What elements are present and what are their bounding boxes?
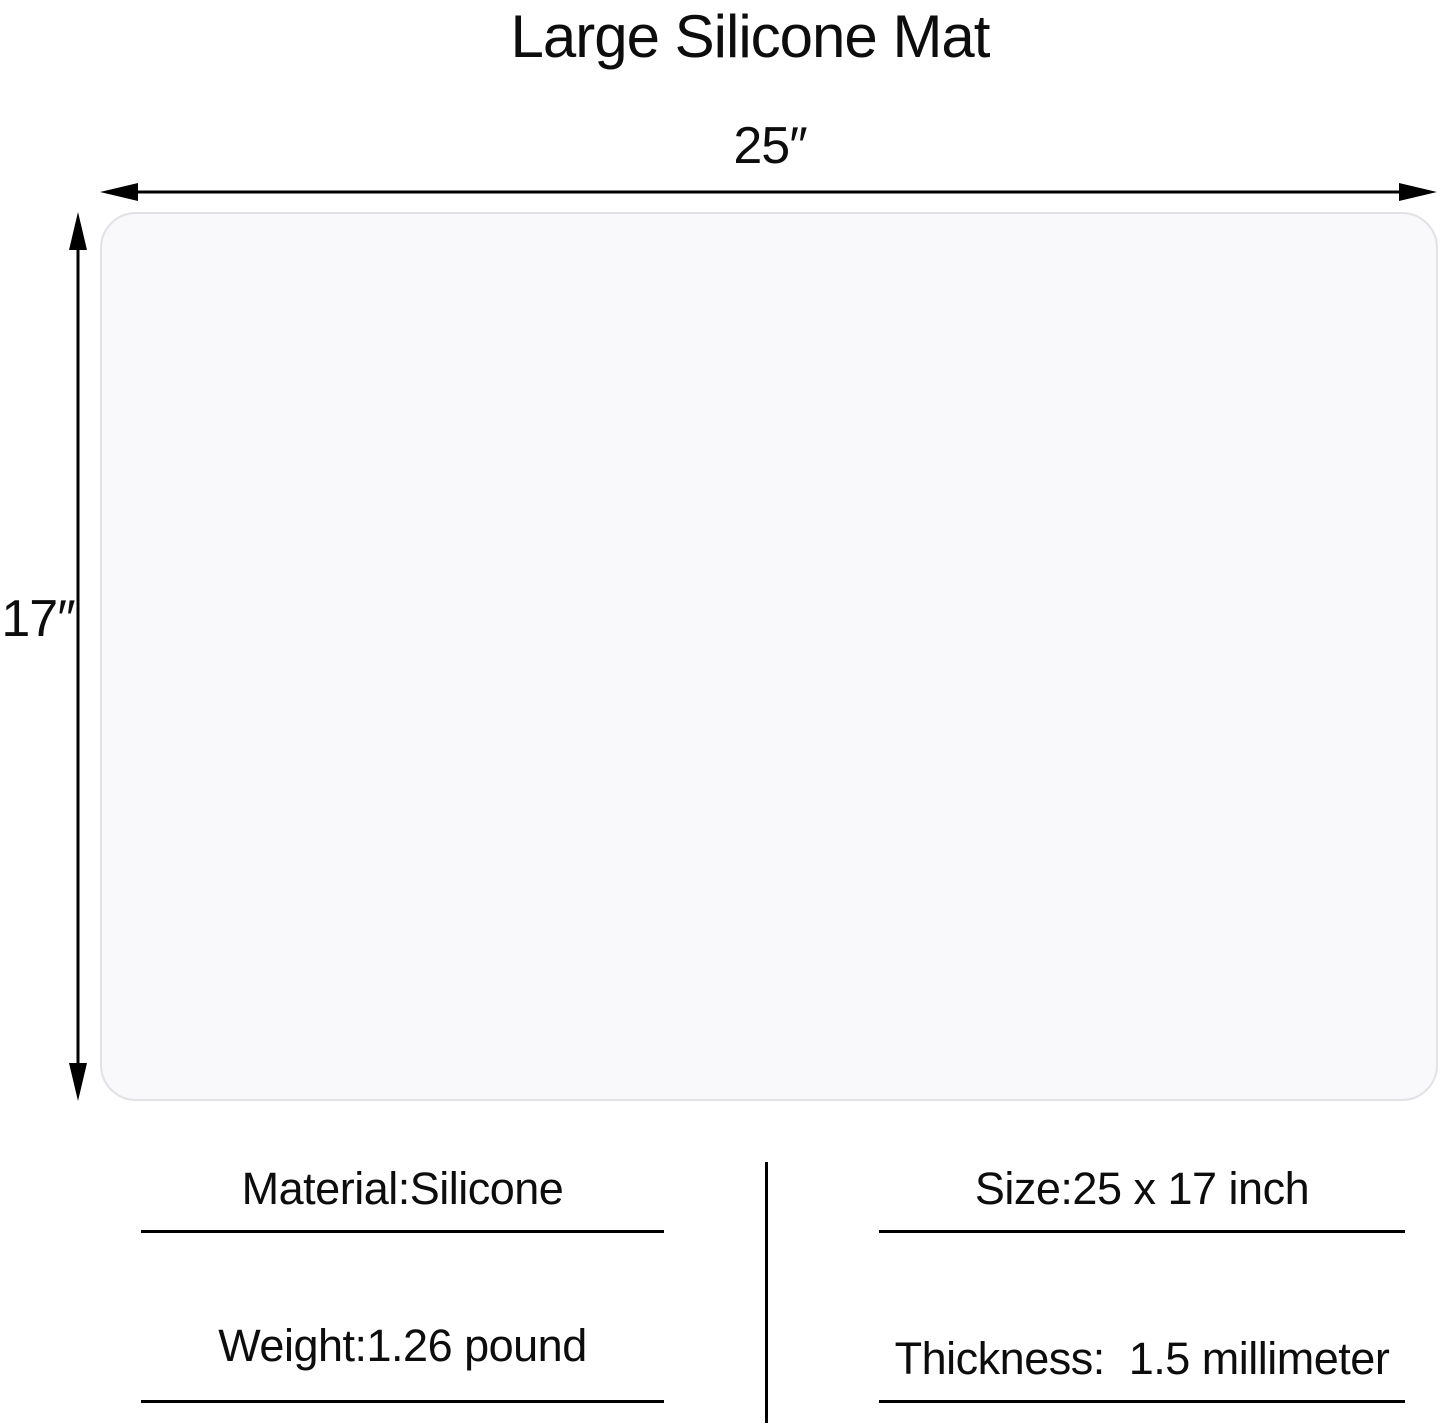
arrowhead-right-icon <box>1399 183 1437 201</box>
arrowhead-left-icon <box>100 183 138 201</box>
spec-thickness-underline <box>879 1400 1405 1403</box>
spec-thickness: Thickness: 1.5 millimeter <box>894 1333 1390 1384</box>
arrowhead-down-icon <box>69 1063 87 1101</box>
width-dimension-label: 25″ <box>733 117 807 175</box>
page-title: Large Silicone Mat <box>510 3 991 70</box>
spec-material: Material:Silicone <box>241 1163 564 1214</box>
arrowhead-up-icon <box>69 212 87 250</box>
spec-weight-underline <box>141 1400 664 1403</box>
vertical-dimension-arrow <box>69 212 87 1101</box>
spec-material-underline <box>141 1230 664 1233</box>
spec-size-underline <box>879 1230 1405 1233</box>
height-dimension-label: 17″ <box>1 590 75 648</box>
spec-weight: Weight:1.26 pound <box>218 1320 587 1371</box>
silicone-mat-shape <box>100 212 1438 1101</box>
spec-size: Size:25 x 17 inch <box>974 1163 1310 1214</box>
horizontal-dimension-arrow <box>100 183 1437 201</box>
spec-column-divider <box>765 1162 768 1423</box>
